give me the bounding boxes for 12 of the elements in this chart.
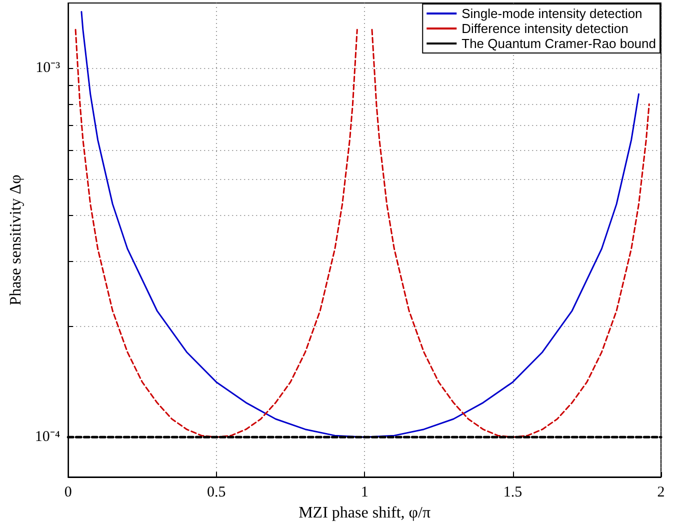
legend-label: Single-mode intensity detection bbox=[462, 6, 642, 21]
y-tick-label: 10⁻³ bbox=[36, 60, 61, 76]
legend-label: The Quantum Cramer-Rao bound bbox=[462, 36, 656, 51]
x-tick-label: 0.5 bbox=[206, 484, 226, 500]
x-tick-label: 1.5 bbox=[503, 484, 522, 500]
legend-label: Difference intensity detection bbox=[462, 21, 628, 36]
y-tick-label: 10⁻⁴ bbox=[34, 429, 60, 446]
x-tick-label: 1 bbox=[360, 484, 368, 500]
y-axis-title: Phase sensitivity Δφ bbox=[8, 174, 24, 306]
x-tick-label: 2 bbox=[657, 484, 665, 500]
x-tick-label: 0 bbox=[64, 484, 72, 500]
x-axis-title: MZI phase shift, φ/π bbox=[298, 504, 431, 522]
